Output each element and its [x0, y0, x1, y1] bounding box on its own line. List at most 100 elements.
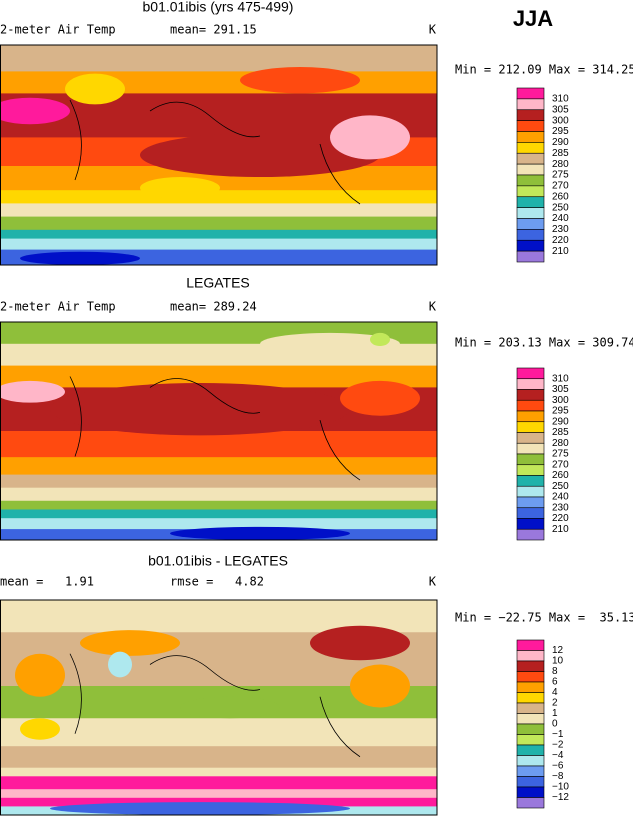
- map-region: [20, 251, 140, 265]
- legend-label: 0: [552, 719, 558, 730]
- panel-label: mean= 291.15: [170, 23, 257, 37]
- legend-swatch: [516, 496, 545, 509]
- map-band: [0, 518, 437, 530]
- legend-swatch: [516, 152, 545, 165]
- map-band: [0, 718, 437, 747]
- range: Min = 203.13 Max = 309.74: [455, 336, 633, 350]
- legend-swatch: [516, 507, 545, 519]
- panel-label: mean= 289.24: [170, 300, 257, 314]
- legend-swatch: [516, 109, 545, 121]
- legend-label: 280: [552, 438, 569, 449]
- legend-label: −6: [552, 761, 564, 772]
- legend-swatch: [516, 410, 545, 423]
- legend-swatch: [516, 744, 545, 756]
- map-region: [50, 383, 350, 436]
- legend-swatch: [516, 421, 545, 433]
- unit: K: [429, 300, 437, 314]
- range: Min = 212.09 Max = 314.25: [455, 63, 633, 77]
- map-region: [15, 653, 65, 697]
- legend-swatch: [516, 87, 545, 100]
- legend-label: 8: [552, 666, 558, 677]
- map-region: [240, 67, 360, 94]
- map-band: [0, 216, 437, 231]
- map-region: [260, 332, 400, 355]
- map-region: [50, 802, 350, 815]
- map-band: [0, 229, 437, 240]
- map-region: [180, 696, 280, 719]
- legend-label: 220: [552, 235, 569, 246]
- legend-swatch: [516, 528, 545, 541]
- legend-label: 10: [552, 656, 564, 667]
- legend-swatch: [516, 389, 545, 401]
- map-band: [0, 203, 437, 218]
- legend-label: 280: [552, 159, 569, 170]
- unit: K: [429, 575, 437, 589]
- map-band: [0, 789, 437, 799]
- map-region: [20, 718, 60, 740]
- legend-swatch: [516, 250, 545, 263]
- legend-swatch: [516, 776, 545, 788]
- map-region: [170, 526, 350, 540]
- legend-label: 1: [552, 708, 558, 719]
- legend-label: 230: [552, 502, 569, 513]
- map: [0, 322, 437, 540]
- legend-label: 275: [552, 449, 569, 460]
- legend-label: 310: [552, 373, 569, 384]
- map-region: [340, 380, 420, 416]
- panel-label: mean = 1.91: [0, 575, 94, 589]
- legend-label: 290: [552, 416, 569, 427]
- legend-swatch: [516, 185, 545, 198]
- legend-label: 12: [552, 645, 564, 656]
- legend-swatch: [516, 692, 545, 704]
- map-region: [370, 332, 390, 346]
- legend-label: 285: [552, 148, 569, 159]
- legend-swatch: [516, 142, 545, 154]
- map-region: [65, 73, 125, 105]
- legend-label: 305: [552, 384, 569, 395]
- legend-label: −12: [552, 792, 569, 803]
- panel-title: LEGATES: [186, 275, 250, 291]
- map-band: [0, 45, 437, 72]
- map-band: [0, 746, 437, 769]
- map-band: [0, 776, 437, 790]
- legend-swatch: [516, 239, 545, 252]
- map-region: [140, 177, 220, 199]
- legend-label: 260: [552, 191, 569, 202]
- legend-swatch: [516, 713, 545, 725]
- legend-swatch: [516, 755, 545, 767]
- coastline: [69, 99, 361, 205]
- legend-label: 210: [552, 246, 569, 257]
- legend-swatch: [516, 207, 545, 219]
- legend-label: −4: [552, 750, 564, 761]
- legend-label: 295: [552, 126, 569, 137]
- map-band: [0, 457, 437, 476]
- legend-swatch: [516, 367, 545, 380]
- legend-label: 310: [552, 94, 569, 105]
- map-region: [310, 625, 410, 661]
- legend-label: 230: [552, 224, 569, 235]
- legend-swatch: [516, 432, 545, 444]
- legend-label: 290: [552, 137, 569, 148]
- panel-title: b01.01ibis - LEGATES: [148, 553, 288, 569]
- map: [0, 600, 437, 815]
- range: Min = −22.75 Max = 35.13: [455, 611, 633, 625]
- map-region: [0, 380, 65, 403]
- map-band: [0, 365, 437, 388]
- panel-title: b01.01ibis (yrs 475-499): [143, 0, 294, 15]
- coastline: [69, 653, 361, 758]
- map-band: [0, 500, 437, 510]
- panel-label: 2-meter Air Temp: [0, 300, 116, 314]
- legend-label: 300: [552, 395, 569, 406]
- legend-label: 285: [552, 427, 569, 438]
- legend-swatch: [516, 797, 545, 809]
- legend-swatch: [516, 399, 545, 412]
- legend-swatch: [516, 98, 545, 111]
- legend-swatch: [516, 218, 545, 230]
- legend-swatch: [516, 464, 545, 476]
- map-region: [80, 630, 180, 656]
- legend-label: 250: [552, 481, 569, 492]
- map-band: [0, 238, 437, 251]
- legend-swatch: [516, 131, 545, 143]
- legend-label: 275: [552, 170, 569, 181]
